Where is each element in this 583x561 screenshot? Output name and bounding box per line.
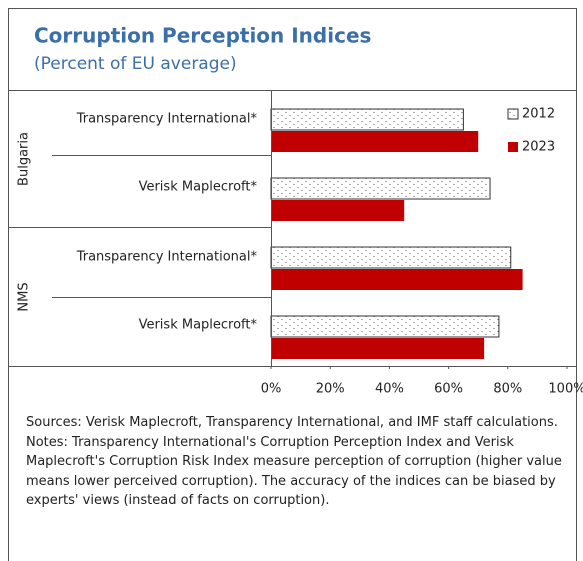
category-label: Verisk Maplecroft* — [139, 180, 258, 195]
x-tick-label: 60% — [434, 382, 463, 397]
x-tick-label: 0% — [261, 382, 282, 397]
category-label: Transparency International* — [76, 112, 258, 127]
chart-subtitle: (Percent of EU average) — [34, 54, 237, 74]
legend-swatch — [507, 108, 519, 120]
group-label: Bulgaria — [17, 132, 32, 186]
x-tick-label: 100% — [548, 382, 583, 397]
bar — [271, 200, 405, 221]
category-label: Transparency International* — [76, 250, 258, 265]
frame — [8, 8, 577, 561]
group-label: NMS — [17, 282, 32, 311]
x-tick-label: 80% — [493, 382, 522, 397]
bar — [271, 338, 485, 359]
bar — [270, 108, 464, 131]
chart-title: Corruption Perception Indices — [34, 24, 371, 48]
bar — [270, 315, 500, 338]
legend-label: 2012 — [522, 107, 555, 122]
notes: Sources: Verisk Maplecroft, Transparency… — [26, 413, 571, 511]
note: Notes: Transparency International's Corr… — [26, 434, 562, 509]
legend-swatch — [508, 142, 518, 152]
bar — [271, 269, 523, 290]
bar — [270, 177, 491, 200]
x-tick-label: 40% — [375, 382, 404, 397]
bar — [271, 131, 479, 152]
legend-label: 2023 — [522, 140, 555, 155]
category-label: Verisk Maplecroft* — [139, 318, 258, 333]
bar — [270, 246, 512, 269]
x-tick-label: 20% — [316, 382, 345, 397]
note: Sources: Verisk Maplecroft, Transparency… — [26, 415, 558, 430]
